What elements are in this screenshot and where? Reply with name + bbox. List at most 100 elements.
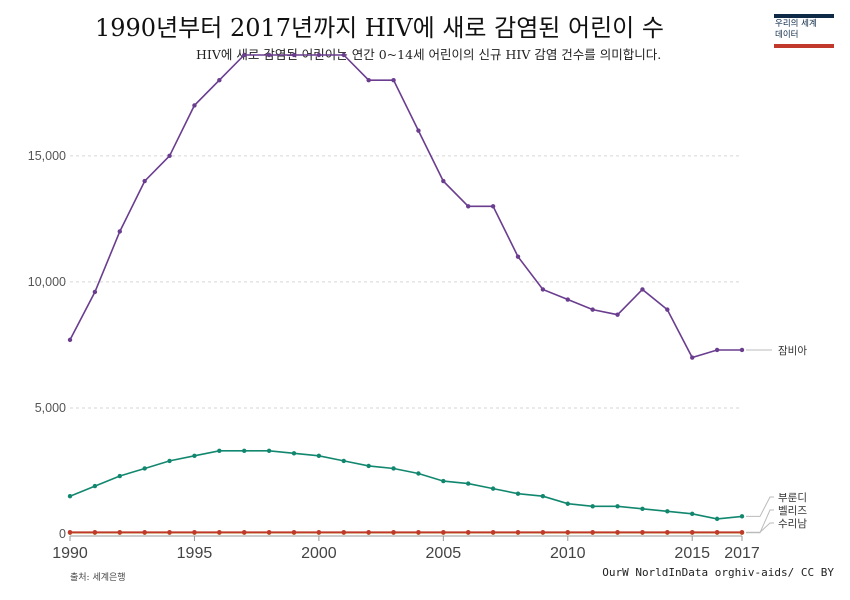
- series-label: 벨리즈: [778, 505, 807, 517]
- data-point: [117, 473, 122, 479]
- data-point: [192, 530, 197, 535]
- data-point: [67, 337, 73, 343]
- y-tick-label: 10,000: [28, 275, 66, 289]
- data-point: [291, 451, 297, 456]
- data-point: [690, 511, 695, 517]
- data-point: [242, 52, 247, 58]
- data-point: [142, 530, 147, 535]
- data-point: [366, 530, 371, 535]
- data-point: [92, 530, 98, 535]
- chart-title: 1990년부터 2017년까지 HIV에 새로 감염된 어린이 수: [95, 14, 664, 42]
- data-point: [291, 530, 297, 535]
- x-tick-label: 1990: [52, 545, 88, 562]
- data-point: [441, 478, 446, 484]
- data-point: [466, 204, 471, 209]
- logo-top-bar: [774, 14, 834, 18]
- x-tick-label: 1995: [177, 545, 213, 562]
- data-point: [192, 103, 197, 108]
- data-point: [167, 153, 172, 159]
- data-point: [466, 530, 471, 535]
- logo-line-2: 데이터: [775, 30, 799, 40]
- y-tick-label: 0: [59, 527, 66, 541]
- data-point: [266, 530, 272, 535]
- data-point: [490, 204, 496, 209]
- y-tick-label: 15,000: [28, 149, 66, 163]
- x-tick-label: 2000: [301, 545, 337, 562]
- data-point: [316, 453, 322, 459]
- data-point: [690, 355, 695, 360]
- data-point: [316, 530, 322, 535]
- data-point: [266, 52, 272, 58]
- data-point: [167, 458, 172, 464]
- data-point: [590, 504, 595, 509]
- data-point: [565, 530, 570, 535]
- logo-line-1: 우리의 세계: [775, 19, 817, 29]
- data-point: [714, 516, 720, 522]
- data-point: [366, 463, 371, 469]
- data-point: [515, 254, 521, 259]
- gridlines: [70, 155, 742, 409]
- logo-bottom-bar: [774, 44, 834, 48]
- data-point: [117, 229, 122, 234]
- data-point: [391, 530, 396, 535]
- data-point: [92, 483, 98, 489]
- data-point: [217, 448, 222, 454]
- data-point: [416, 530, 421, 535]
- logo-text: 우리의 세계 데이터: [775, 19, 817, 41]
- data-point: [739, 514, 745, 519]
- credit-link[interactable]: OurW NorldInData orghiv-aids/ CC BY: [602, 566, 834, 579]
- source-note: 출처: 세계은행: [70, 573, 126, 583]
- leader-line: [746, 522, 774, 533]
- data-point: [640, 506, 645, 511]
- series-label: 수리남: [778, 518, 807, 530]
- data-point: [67, 530, 73, 535]
- leader-line: [746, 496, 774, 517]
- data-point: [665, 509, 670, 514]
- series-line: [69, 449, 743, 520]
- data-point: [67, 493, 73, 499]
- data-point: [366, 78, 371, 83]
- x-tick-label: 2015: [674, 545, 710, 562]
- x-tick-label: 2010: [550, 545, 586, 562]
- data-point: [217, 78, 222, 83]
- series-line: [69, 54, 742, 359]
- data-point: [590, 307, 595, 312]
- data-point: [441, 530, 446, 535]
- data-point: [391, 78, 396, 83]
- data-point: [515, 530, 521, 535]
- owid-logo[interactable]: 우리의 세계 데이터: [774, 14, 834, 48]
- chart-subtitle: HIV에 새로 감염된 어린이는 연간 0~14세 어린이의 신규 HIV 감염…: [196, 47, 662, 62]
- data-point: [242, 530, 247, 535]
- data-point: [341, 52, 346, 58]
- data-point: [192, 453, 197, 459]
- data-point: [316, 52, 322, 58]
- data-point: [739, 530, 745, 535]
- data-point: [540, 287, 546, 292]
- data-point: [466, 481, 471, 486]
- data-point: [117, 530, 122, 535]
- data-point: [615, 530, 620, 535]
- x-axis: 1990 1995 2000 2005 2010 2015 2017: [52, 535, 760, 562]
- data-point: [565, 297, 570, 302]
- data-point: [490, 486, 496, 491]
- data-point: [640, 530, 645, 535]
- data-point: [291, 52, 297, 58]
- data-point: [167, 530, 172, 535]
- data-point: [266, 448, 272, 454]
- series-group: [67, 52, 745, 535]
- data-point: [92, 289, 98, 295]
- data-point: [217, 530, 222, 535]
- data-point: [540, 530, 546, 535]
- data-point: [242, 448, 247, 454]
- data-point: [590, 530, 595, 535]
- y-axis-ticks: 0 5,000 10,000 15,000: [28, 149, 66, 541]
- data-point: [391, 466, 396, 471]
- data-point: [441, 178, 446, 184]
- data-point: [416, 128, 421, 133]
- data-point: [341, 458, 346, 464]
- data-point: [714, 530, 720, 535]
- leader-line: [746, 509, 774, 534]
- data-point: [142, 178, 147, 184]
- x-tick-label: 2005: [426, 545, 462, 562]
